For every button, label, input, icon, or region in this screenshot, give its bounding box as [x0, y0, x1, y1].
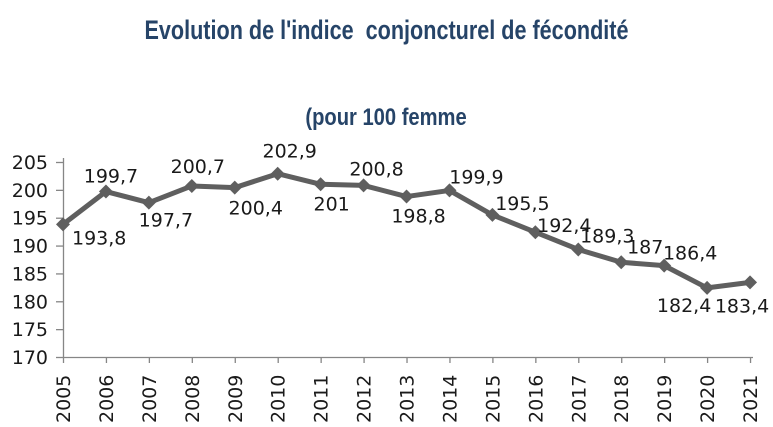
x-tick-label: 2017: [568, 375, 590, 423]
y-tick-label: 185: [12, 263, 48, 285]
data-point-marker: [56, 217, 70, 232]
data-point-marker: [485, 207, 500, 222]
data-point-label: 200,4: [229, 198, 283, 220]
data-point-label: 200,7: [171, 156, 225, 178]
x-tick-label: 2013: [397, 375, 419, 423]
data-point-marker: [356, 178, 371, 193]
data-point-label: 182,4: [657, 295, 711, 317]
data-point-marker: [571, 242, 586, 257]
data-point-label: 198,8: [391, 206, 445, 228]
x-tick-label: 2005: [53, 375, 75, 423]
x-tick-label: 2018: [611, 375, 633, 423]
data-point-marker: [313, 177, 328, 192]
y-tick-label: 200: [12, 180, 48, 202]
data-point-label: 202,9: [262, 141, 316, 163]
data-point-label: 189,3: [580, 225, 634, 247]
data-point-marker: [657, 258, 672, 273]
data-point-label: 195,5: [495, 193, 549, 215]
chart-subtitle-text: (pour 100 femme: [305, 104, 468, 131]
data-point-label: 199,7: [84, 166, 138, 188]
x-tick-label: 2021: [740, 375, 762, 423]
data-point-marker: [227, 180, 242, 195]
x-tick-label: 2007: [139, 375, 161, 423]
y-tick-label: 180: [12, 291, 48, 313]
data-point-marker: [184, 178, 199, 193]
x-tick-label: 2020: [697, 375, 719, 423]
data-point-label: 186,4: [663, 243, 717, 265]
x-tick-label: 2011: [311, 375, 333, 423]
data-point-label: 192,4: [537, 215, 591, 237]
data-point-marker: [98, 184, 113, 199]
chart-title-text: Evolution de l'indice conjoncturel de fé…: [144, 15, 629, 45]
x-tick-label: 2016: [525, 375, 547, 423]
data-point-marker: [270, 166, 285, 181]
x-tick-label: 2009: [225, 375, 247, 423]
y-tick-label: 195: [12, 208, 48, 230]
data-point-label: 187: [627, 236, 663, 258]
data-point-label: 199,9: [449, 166, 503, 188]
chart-subtitle: (pour 100 femme: [0, 103, 773, 133]
y-tick-label: 175: [12, 319, 48, 341]
data-point-marker: [614, 255, 629, 270]
x-tick-label: 2012: [354, 375, 376, 423]
x-tick-label: 2014: [439, 375, 461, 423]
x-tick-label: 2008: [182, 375, 204, 423]
y-tick-label: 205: [12, 152, 48, 174]
data-point-marker: [528, 225, 543, 240]
x-tick-label: 2006: [96, 375, 118, 423]
data-point-marker: [141, 195, 156, 210]
chart-title: Evolution de l'indice conjoncturel de fé…: [0, 14, 773, 46]
data-point-label: 201: [314, 193, 350, 215]
x-tick-label: 2015: [482, 375, 504, 423]
y-tick-label: 190: [12, 236, 48, 258]
data-point-label: 197,7: [139, 210, 193, 232]
data-point-marker: [743, 275, 758, 290]
y-tick-label: 170: [12, 347, 48, 369]
data-point-marker: [399, 189, 414, 204]
data-point-label: 183,4: [715, 295, 769, 317]
data-point-label: 193,8: [72, 227, 126, 249]
x-tick-label: 2010: [268, 375, 290, 423]
data-point-marker: [442, 183, 457, 198]
data-point-label: 200,8: [349, 158, 403, 180]
data-point-marker: [700, 280, 715, 295]
x-tick-label: 2019: [654, 375, 676, 423]
